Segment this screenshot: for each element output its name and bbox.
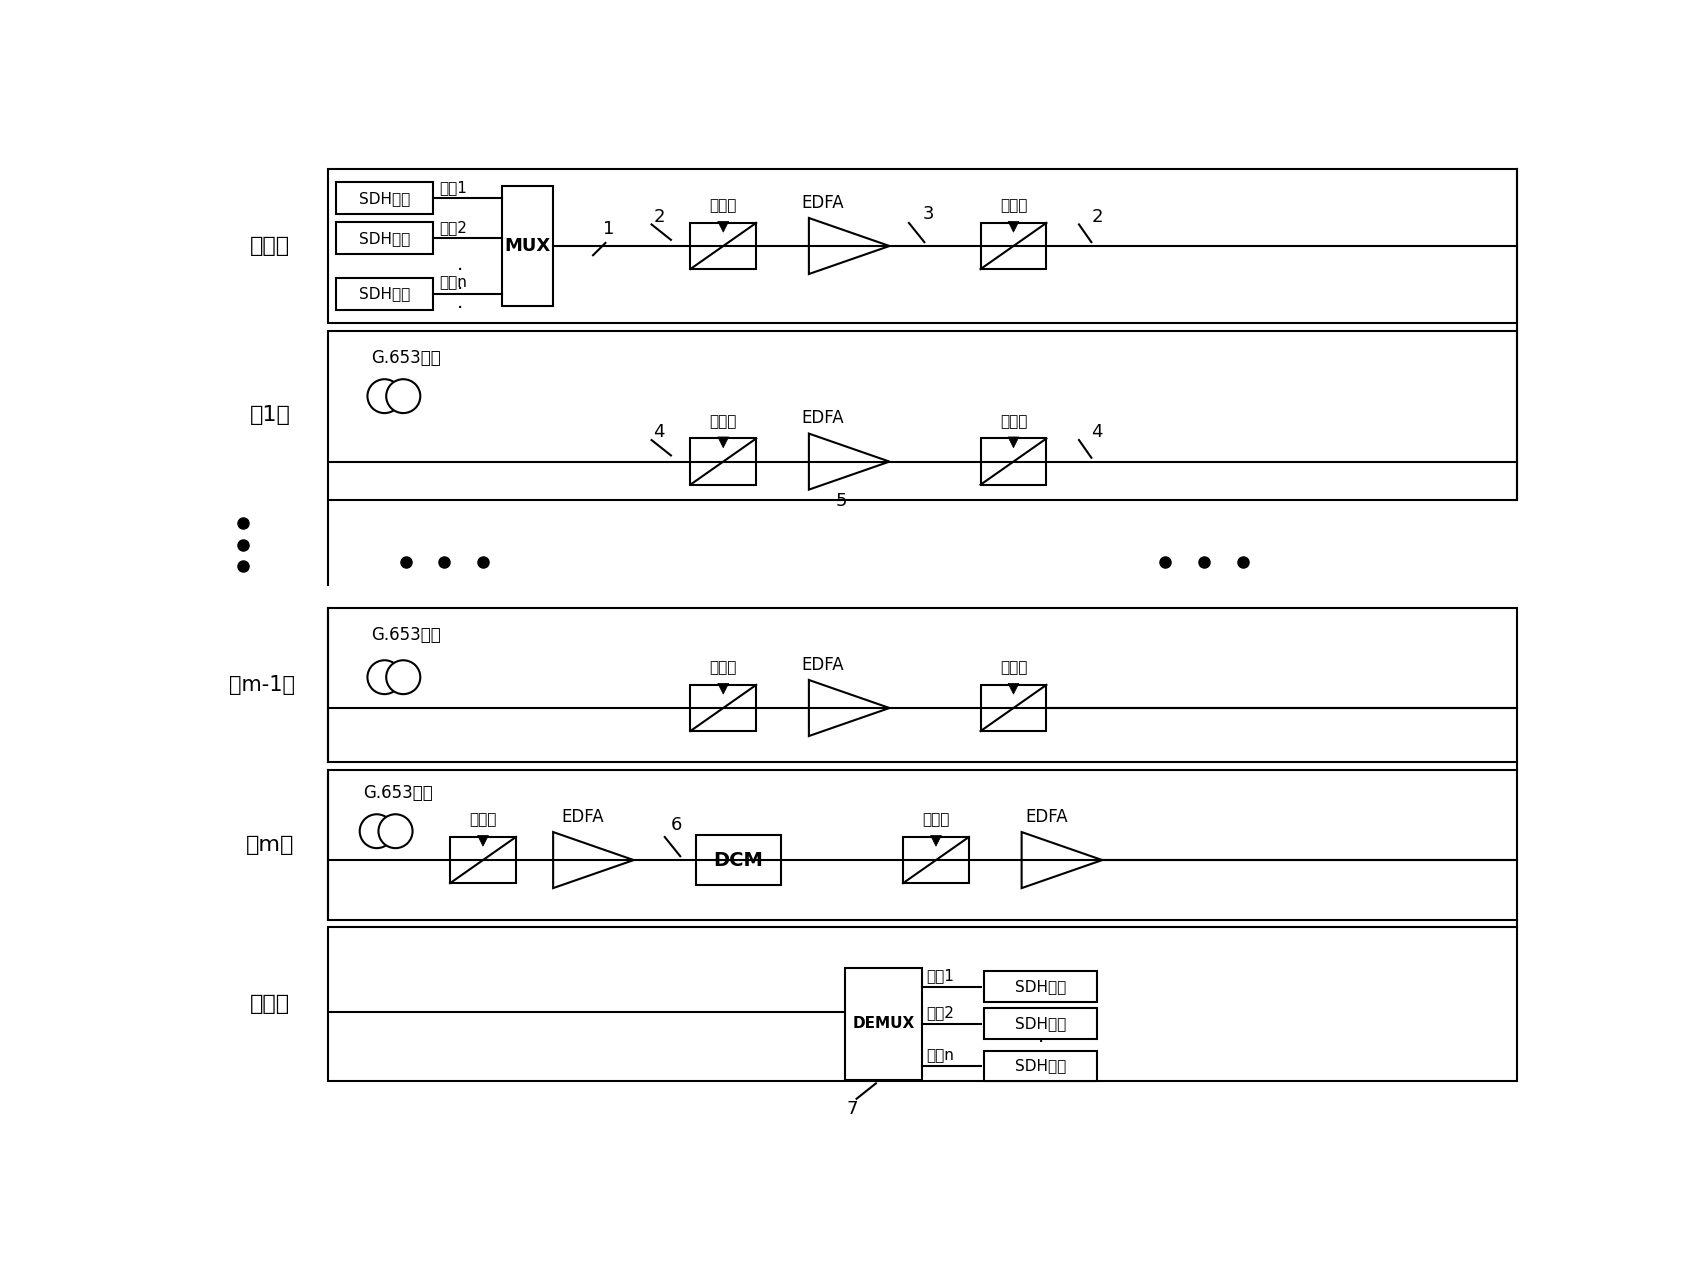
Text: EDFA: EDFA [1025,808,1069,826]
Text: SDH信号: SDH信号 [1015,979,1066,995]
Text: 波长2: 波长2 [439,220,468,236]
Text: ·
·
·: · · · [457,261,462,319]
Text: 6: 6 [671,817,683,835]
Text: 衰减器: 衰减器 [999,413,1027,429]
Bar [903,837,969,883]
Text: EDFA: EDFA [801,655,844,673]
Text: EDFA: EDFA [801,410,844,428]
Text: DEMUX: DEMUX [852,1016,915,1032]
Circle shape [368,660,401,694]
Polygon shape [718,684,728,694]
Text: 波长1: 波长1 [439,180,468,195]
Text: 发射端: 发射端 [249,236,290,256]
Text: 衰减器: 衰减器 [922,813,950,828]
Text: 第m-1级: 第m-1级 [229,675,295,695]
Text: 衰减器: 衰减器 [710,198,737,214]
Text: SDH信号: SDH信号 [359,191,410,206]
Bar [691,223,756,269]
Text: MUX: MUX [505,237,551,255]
Polygon shape [810,218,889,274]
Text: 第1级: 第1级 [249,406,290,425]
Bar [335,223,432,255]
Text: ·: · [1037,1033,1044,1052]
Circle shape [368,379,401,413]
Polygon shape [930,836,942,846]
Text: SDH信号: SDH信号 [1015,1016,1066,1032]
Bar [329,169,1516,323]
Text: 波长2: 波长2 [927,1005,954,1020]
Bar [335,182,432,215]
Bar [981,223,1047,269]
Text: 2: 2 [654,207,666,225]
Text: G.653光纤: G.653光纤 [363,783,432,801]
Text: 衰减器: 衰减器 [710,660,737,676]
Text: EDFA: EDFA [561,808,603,826]
Text: 7: 7 [847,1100,859,1117]
Text: 衰减器: 衰减器 [710,413,737,429]
Text: DCM: DCM [713,851,764,869]
Text: 3: 3 [923,205,935,223]
Text: 波长1: 波长1 [927,969,954,983]
Polygon shape [478,836,488,846]
Circle shape [386,379,420,413]
Polygon shape [1021,832,1103,888]
Text: 5: 5 [835,493,847,511]
Text: 1: 1 [603,220,615,238]
Polygon shape [810,680,889,736]
Bar [503,187,552,306]
Text: 4: 4 [1091,424,1103,442]
Text: 4: 4 [654,424,666,442]
Bar [984,1051,1096,1082]
Polygon shape [1008,684,1018,694]
Text: 波长n: 波长n [439,275,468,291]
Text: SDH信号: SDH信号 [359,230,410,246]
Text: 衰减器: 衰减器 [999,198,1027,214]
Polygon shape [554,832,634,888]
Text: G.653光纤: G.653光纤 [371,348,440,366]
Bar [981,439,1047,485]
Text: 衰减器: 衰减器 [469,813,496,828]
Bar [335,278,432,310]
Polygon shape [1008,221,1018,232]
Polygon shape [1008,436,1018,448]
Circle shape [386,660,420,694]
Bar [696,835,781,884]
Text: 波长n: 波长n [927,1048,954,1062]
Text: SDH信号: SDH信号 [359,287,410,301]
Text: SDH信号: SDH信号 [1015,1059,1066,1074]
Text: 衰减器: 衰减器 [999,660,1027,676]
Circle shape [359,814,393,849]
Bar [691,439,756,485]
Bar [329,608,1516,762]
Circle shape [378,814,413,849]
Bar [329,928,1516,1082]
Bar [984,1009,1096,1039]
Polygon shape [718,221,728,232]
Text: 接收端: 接收端 [249,995,290,1015]
Polygon shape [810,434,889,490]
Bar [329,330,1516,500]
Text: 第m级: 第m级 [246,835,295,855]
Text: EDFA: EDFA [801,193,844,211]
Text: 2: 2 [1091,207,1103,225]
Polygon shape [718,436,728,448]
Text: G.653光纤: G.653光纤 [371,626,440,644]
Bar [691,685,756,731]
Bar [981,685,1047,731]
Bar [845,968,923,1079]
Bar [984,972,1096,1002]
Bar [329,769,1516,920]
Bar [451,837,517,883]
